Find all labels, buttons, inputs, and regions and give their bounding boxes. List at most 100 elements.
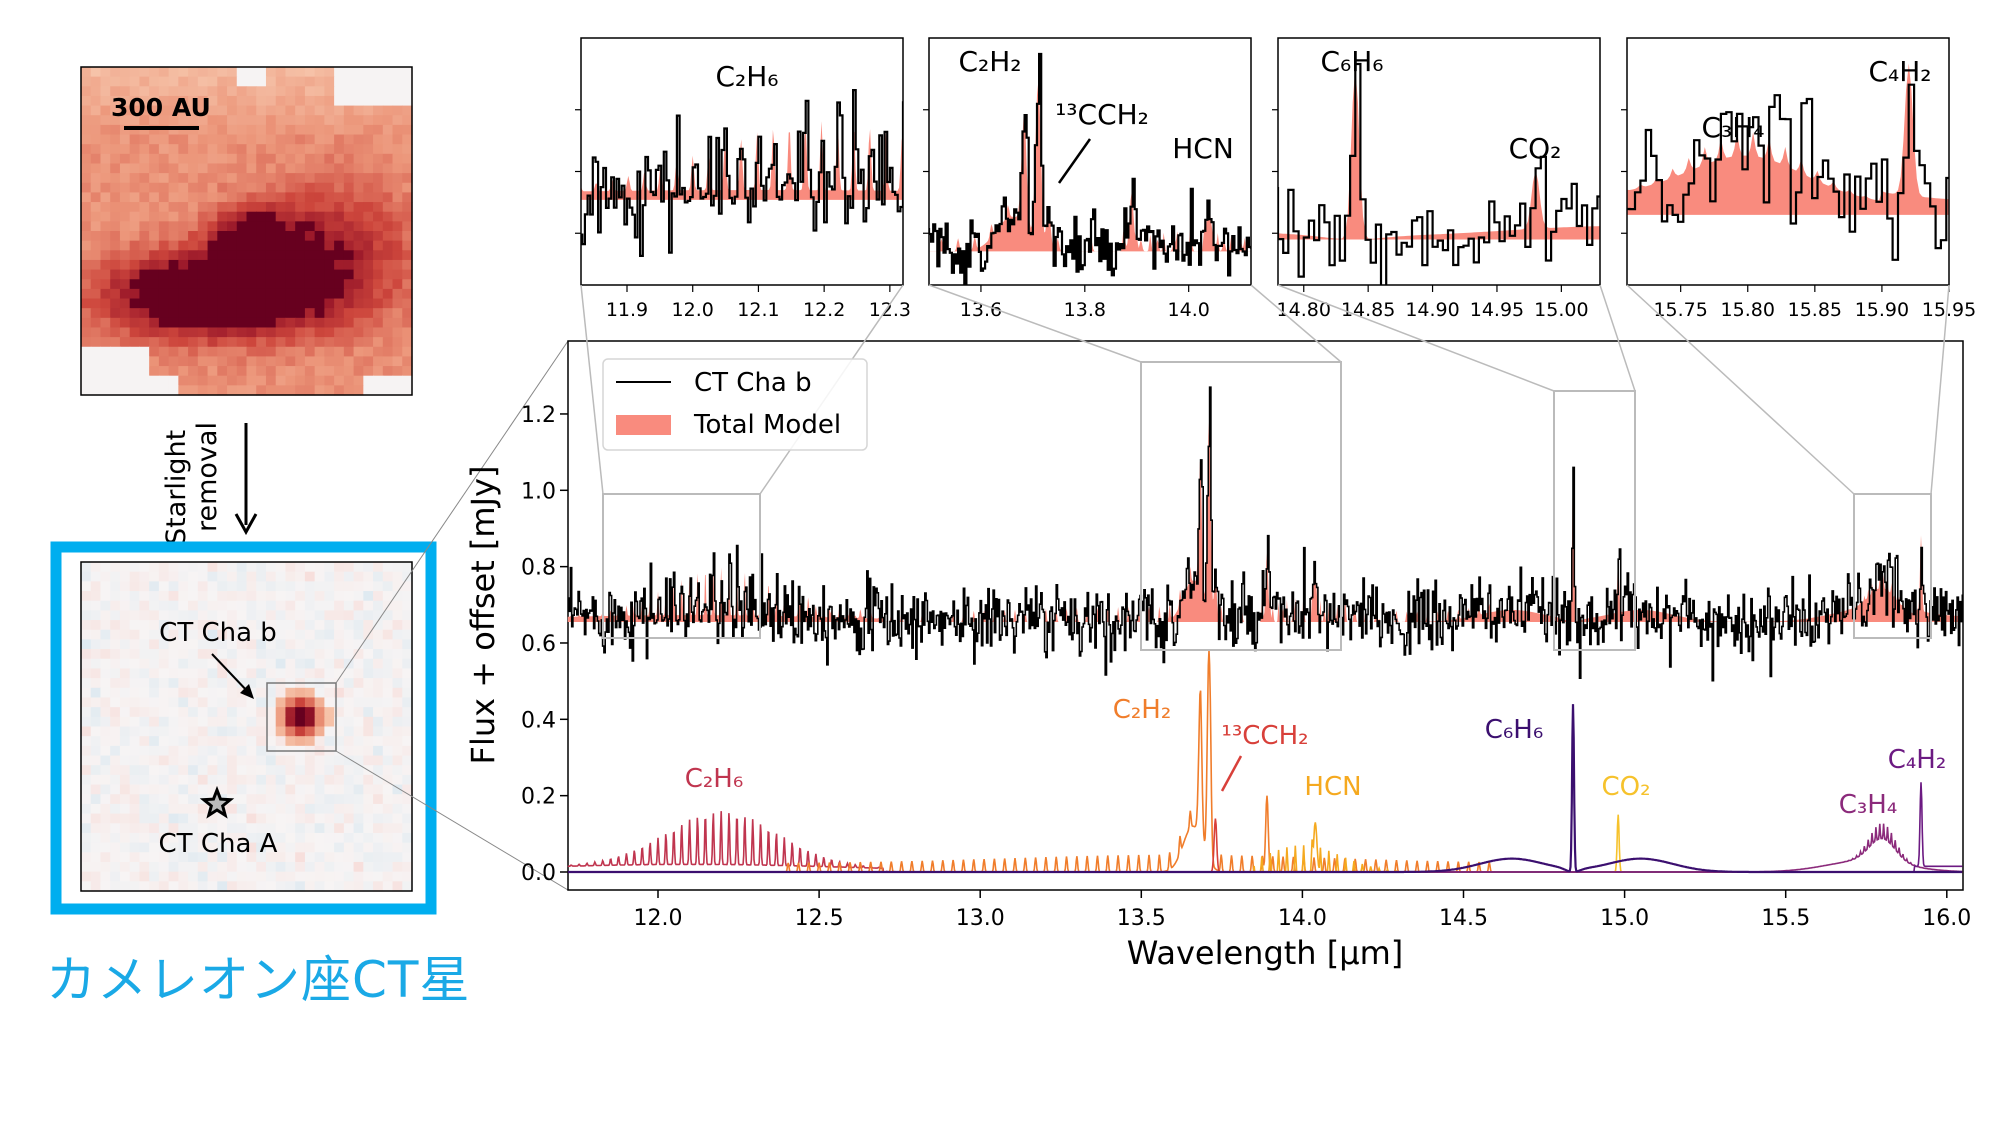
image-pixel bbox=[256, 784, 267, 795]
image-pixel bbox=[217, 298, 228, 309]
image-pixel bbox=[324, 375, 335, 386]
image-pixel bbox=[158, 600, 170, 611]
image-pixel bbox=[285, 687, 296, 699]
image-pixel bbox=[158, 144, 170, 155]
image-pixel bbox=[304, 774, 316, 786]
image-pixel bbox=[373, 115, 384, 126]
image-pixel bbox=[304, 192, 316, 203]
image-pixel bbox=[207, 871, 218, 882]
image-pixel bbox=[197, 298, 209, 309]
image-pixel bbox=[334, 832, 345, 844]
image-pixel bbox=[363, 716, 374, 728]
image-pixel bbox=[363, 658, 374, 670]
image-pixel bbox=[119, 298, 131, 309]
image-pixel bbox=[275, 366, 287, 377]
image-pixel bbox=[256, 861, 267, 873]
image-pixel bbox=[139, 182, 150, 194]
image-pixel bbox=[236, 765, 248, 776]
image-pixel bbox=[256, 600, 267, 611]
image-pixel bbox=[324, 356, 335, 367]
image-pixel bbox=[119, 755, 131, 766]
image-pixel bbox=[188, 832, 199, 844]
image-pixel bbox=[295, 124, 306, 136]
image-pixel bbox=[295, 250, 306, 261]
image-pixel bbox=[129, 346, 141, 358]
image-pixel bbox=[139, 288, 150, 300]
image-pixel bbox=[402, 610, 413, 621]
image-pixel bbox=[265, 823, 277, 834]
image-pixel bbox=[314, 259, 325, 271]
image-pixel bbox=[334, 115, 345, 126]
image-pixel bbox=[353, 182, 364, 194]
image-pixel bbox=[119, 144, 131, 155]
image-pixel bbox=[236, 871, 248, 882]
image-pixel bbox=[314, 707, 325, 718]
image-pixel bbox=[168, 832, 179, 844]
image-pixel bbox=[129, 308, 141, 319]
image-pixel bbox=[81, 726, 92, 737]
x-tick-label: 14.0 bbox=[1278, 906, 1327, 931]
image-pixel bbox=[158, 774, 170, 786]
image-pixel bbox=[363, 134, 374, 145]
inset-charts: 11.9 12.0 12.1 12.2 12.3 13.6 13.8 14.0 14.80 14.… bbox=[575, 37, 1976, 321]
zoom-connector bbox=[1250, 284, 1342, 363]
image-pixel bbox=[373, 658, 384, 670]
image-pixel bbox=[81, 144, 92, 155]
image-pixel bbox=[265, 95, 277, 107]
image-pixel bbox=[158, 629, 170, 641]
image-pixel bbox=[119, 259, 131, 271]
image-pixel bbox=[373, 95, 384, 107]
image-pixel bbox=[246, 852, 257, 863]
inset-frame bbox=[1626, 37, 1950, 286]
zoom-connector bbox=[1599, 284, 1636, 392]
image-pixel bbox=[373, 794, 384, 805]
image-pixel bbox=[382, 115, 394, 126]
image-pixel bbox=[382, 259, 394, 271]
image-pixel bbox=[275, 620, 287, 631]
image-pixel bbox=[158, 610, 170, 621]
image-pixel bbox=[314, 327, 325, 338]
image-pixel bbox=[207, 192, 218, 203]
image-pixel bbox=[382, 211, 394, 222]
image-pixel bbox=[392, 813, 403, 824]
inset-x-tick-label: 13.8 bbox=[1064, 299, 1106, 321]
image-pixel bbox=[402, 279, 413, 290]
image-pixel bbox=[236, 192, 248, 203]
image-pixel bbox=[314, 240, 325, 251]
image-pixel bbox=[158, 784, 170, 795]
image-pixel bbox=[382, 308, 394, 319]
image-pixel bbox=[353, 221, 364, 232]
image-pixel bbox=[197, 76, 209, 87]
image-pixel bbox=[314, 163, 325, 174]
image-pixel bbox=[188, 600, 199, 611]
image-pixel bbox=[246, 231, 257, 242]
image-pixel bbox=[119, 153, 131, 165]
image-pixel bbox=[275, 327, 287, 338]
image-pixel bbox=[119, 716, 131, 728]
image-pixel bbox=[256, 356, 267, 367]
image-pixel bbox=[81, 784, 92, 795]
image-pixel bbox=[119, 95, 131, 107]
image-pixel bbox=[256, 639, 267, 650]
image-pixel bbox=[81, 134, 92, 145]
image-pixel bbox=[353, 794, 364, 805]
image-pixel bbox=[343, 192, 355, 203]
image-pixel bbox=[382, 687, 394, 699]
image-pixel bbox=[265, 202, 277, 213]
image-pixel bbox=[168, 375, 179, 386]
image-pixel bbox=[227, 610, 238, 621]
image-pixel bbox=[129, 124, 141, 136]
image-pixel bbox=[392, 649, 403, 660]
x-tick-label: 14.5 bbox=[1439, 906, 1488, 931]
image-pixel bbox=[265, 298, 277, 309]
image-pixel bbox=[392, 794, 403, 805]
image-pixel bbox=[217, 823, 228, 834]
zoom-box-3 bbox=[1553, 390, 1636, 651]
image-pixel bbox=[246, 375, 257, 386]
image-pixel bbox=[197, 736, 209, 747]
image-pixel bbox=[227, 881, 238, 892]
image-pixel bbox=[314, 649, 325, 660]
image-pixel bbox=[295, 600, 306, 611]
image-pixel bbox=[129, 600, 141, 611]
image-pixel bbox=[265, 105, 277, 116]
